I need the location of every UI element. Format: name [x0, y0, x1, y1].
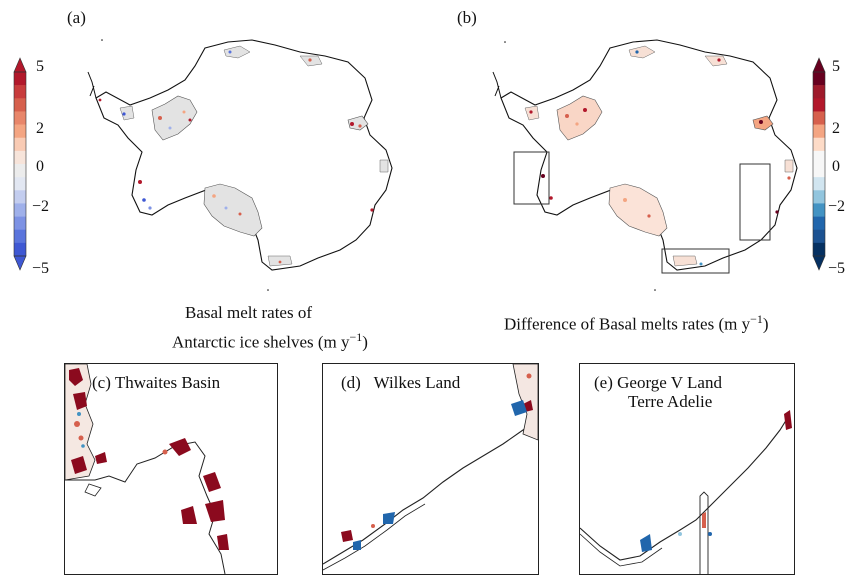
caption-a-line2: Antarctic ice shelves (m y−1): [172, 330, 368, 352]
ross-ice-shelf-a: [203, 183, 263, 237]
colorbar-segment: [14, 111, 26, 125]
colorbar-segment: [14, 85, 26, 99]
cb-right-tick-2: 2: [832, 120, 840, 137]
colorbar-segment: [813, 137, 825, 152]
colorbar-segment: [14, 72, 26, 86]
colorbar-segment: [813, 177, 825, 191]
colorbar-segment: [813, 216, 825, 231]
melt-patches-a: [98, 50, 374, 264]
colorbar-segment: [14, 229, 26, 244]
inset-c-thwaites: (c) Thwaites Basin: [64, 363, 278, 575]
colorbar-right-bottom-arrow: [812, 255, 826, 271]
amery-ice-shelf-a: [347, 115, 369, 131]
ross-ice-shelf-b: [608, 183, 668, 237]
caption-a-line1: Basal melt rates of: [185, 303, 312, 322]
cb-left-tick-m5: −5: [32, 260, 50, 277]
cb-left-tick-5: 5: [36, 58, 44, 75]
inset-d-wilkes: (d) Wilkes Land: [322, 363, 539, 575]
colorbar-segment: [813, 242, 825, 257]
melt-patches-b: [529, 50, 791, 266]
inset-e-title: (e) George V Land Terre Adelie: [594, 373, 722, 411]
colorbar-segment: [14, 164, 26, 178]
peninsula-a: [87, 71, 97, 99]
inset-c-title: (c) Thwaites Basin: [92, 373, 221, 392]
colorbar-segment: [813, 85, 825, 99]
inset-d-title: (d) Wilkes Land: [341, 373, 461, 392]
panel-a-label: (a): [67, 8, 86, 27]
colorbar-right: [812, 57, 826, 271]
colorbar-segment: [813, 111, 825, 125]
colorbar-segment: [813, 124, 825, 139]
colorbar-segment: [813, 72, 825, 86]
colorbar-segment: [813, 190, 825, 204]
colorbar-segment: [813, 98, 825, 112]
antarctica-map-b: [492, 39, 798, 291]
colorbar-segment: [14, 150, 26, 165]
ronne-ice-shelf-a: [151, 95, 198, 141]
cb-right-tick-0: 0: [832, 158, 840, 175]
colorbar-segment: [14, 98, 26, 112]
inset-e-map: [580, 410, 792, 574]
continent-outline-b: [500, 39, 798, 271]
colorbar-segment: [813, 229, 825, 244]
colorbar-segment: [14, 203, 26, 217]
colorbar-segment: [813, 203, 825, 217]
caption-b: Difference of Basal melts rates (m y−1): [504, 312, 769, 334]
cb-right-tick-m5: −5: [828, 260, 846, 277]
colorbar-segment: [14, 124, 26, 139]
colorbar-left: [13, 57, 27, 271]
region-box-georgev: [661, 248, 730, 274]
colorbar-segment: [14, 216, 26, 231]
inset-d-map: [323, 364, 538, 571]
colorbar-right-top-arrow: [812, 57, 826, 73]
colorbar-segment: [14, 177, 26, 191]
colorbar-segment: [14, 137, 26, 152]
region-box-thwaites: [513, 151, 550, 205]
colorbar-segment: [813, 150, 825, 165]
antarctica-map-a: [87, 39, 393, 291]
cb-left-tick-0: 0: [36, 158, 44, 175]
amery-ice-shelf-b: [752, 115, 774, 131]
cb-left-tick-m2: −2: [32, 198, 50, 215]
colorbar-segment: [14, 242, 26, 257]
continent-outline-a: [95, 39, 393, 271]
colorbar-segment: [14, 190, 26, 204]
cb-right-tick-m2: −2: [828, 198, 846, 215]
inset-c-map: [65, 364, 229, 574]
ronne-ice-shelf-b: [556, 95, 603, 141]
panel-b-label: (b): [457, 8, 477, 27]
cb-left-tick-2: 2: [36, 120, 44, 137]
region-box-wilkes: [739, 163, 771, 241]
inset-e-georgev: (e) George V Land Terre Adelie: [579, 363, 795, 575]
colorbar-segment: [813, 164, 825, 178]
cb-right-tick-5: 5: [832, 58, 840, 75]
